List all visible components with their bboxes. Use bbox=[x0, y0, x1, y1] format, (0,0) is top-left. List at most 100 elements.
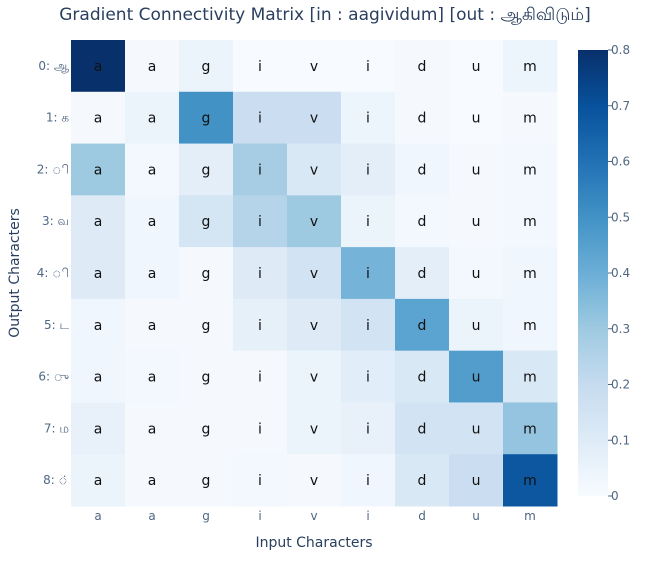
heatmap-cell bbox=[341, 247, 396, 300]
cell-label: a bbox=[148, 59, 157, 75]
cell-label: d bbox=[418, 162, 427, 178]
heatmap-cell bbox=[125, 40, 180, 93]
colorbar-tick-label: 0.3 bbox=[611, 322, 630, 336]
x-tick-label: d bbox=[418, 509, 426, 523]
cell-label: d bbox=[418, 473, 427, 489]
x-tick-label: a bbox=[148, 509, 155, 523]
cell-label: i bbox=[258, 214, 262, 230]
cell-label: a bbox=[148, 473, 157, 489]
cell-label: a bbox=[148, 421, 157, 437]
cell-label: v bbox=[310, 214, 318, 230]
heatmap-cell bbox=[449, 402, 504, 455]
heatmap-cell bbox=[341, 454, 396, 507]
cell-label: d bbox=[418, 266, 427, 282]
heatmap-cell bbox=[287, 195, 342, 248]
cell-label: d bbox=[418, 111, 427, 127]
heatmap-cell bbox=[287, 454, 342, 507]
heatmap-cell bbox=[503, 247, 558, 300]
heatmap-cell bbox=[449, 40, 504, 93]
heatmap-cell bbox=[503, 402, 558, 455]
cell-label: u bbox=[472, 214, 481, 230]
heatmap-cell bbox=[449, 143, 504, 196]
cell-label: i bbox=[258, 318, 262, 334]
cell-label: a bbox=[94, 473, 103, 489]
heatmap-cell bbox=[125, 91, 180, 145]
colorbar-tick-label: 0 bbox=[611, 489, 619, 503]
cell-label: d bbox=[418, 318, 427, 334]
heatmap-cell bbox=[233, 298, 288, 352]
heatmap-cell bbox=[287, 298, 342, 352]
heatmap-cell bbox=[449, 195, 504, 248]
cell-label: v bbox=[310, 370, 318, 386]
cell-label: a bbox=[94, 111, 103, 127]
x-axis-title: Input Characters bbox=[255, 535, 372, 551]
x-tick-label: g bbox=[202, 509, 210, 523]
cell-label: a bbox=[94, 318, 103, 334]
cell-label: d bbox=[418, 59, 427, 75]
cell-label: i bbox=[366, 318, 370, 334]
heatmap-cell bbox=[233, 247, 288, 300]
colorbar-tick-label: 0.6 bbox=[611, 155, 630, 169]
heatmap-cell bbox=[341, 402, 396, 455]
heatmap-cell bbox=[179, 350, 234, 403]
heatmap-cell bbox=[287, 143, 342, 196]
heatmap-cell bbox=[125, 454, 180, 507]
cell-label: m bbox=[523, 59, 537, 75]
cell-label: i bbox=[366, 59, 370, 75]
cell-label: i bbox=[258, 370, 262, 386]
x-tick-label: i bbox=[258, 509, 261, 523]
heatmap-cell bbox=[287, 402, 342, 455]
cell-label: i bbox=[366, 214, 370, 230]
x-tick-label: v bbox=[310, 509, 317, 523]
heatmap-cell bbox=[287, 91, 342, 145]
cell-label: m bbox=[523, 111, 537, 127]
y-tick-label: 5: ட bbox=[44, 318, 69, 332]
heatmap-cell bbox=[71, 195, 126, 248]
cell-label: d bbox=[418, 370, 427, 386]
heatmap-cell bbox=[71, 40, 126, 93]
heatmap-cell bbox=[71, 454, 126, 507]
cell-label: d bbox=[418, 421, 427, 437]
cell-label: g bbox=[202, 162, 211, 178]
cell-label: u bbox=[472, 318, 481, 334]
cell-label: i bbox=[258, 59, 262, 75]
y-tick-label: 7: ம bbox=[44, 421, 69, 435]
heatmap-cell bbox=[287, 247, 342, 300]
heatmap-cell bbox=[503, 143, 558, 196]
y-axis-title: Output Characters bbox=[7, 208, 23, 338]
cell-label: g bbox=[202, 59, 211, 75]
cell-label: m bbox=[523, 473, 537, 489]
heatmap-cell bbox=[395, 40, 450, 93]
cell-label: u bbox=[472, 370, 481, 386]
heatmap-cell bbox=[503, 298, 558, 352]
heatmap-cell bbox=[341, 298, 396, 352]
y-tick-label: 4: ி bbox=[37, 266, 69, 280]
cell-label: v bbox=[310, 266, 318, 282]
heatmap-cell bbox=[449, 247, 504, 300]
cell-label: m bbox=[523, 266, 537, 282]
colorbar-tick-label: 0.5 bbox=[611, 210, 630, 224]
colorbar-ticks: 0 0.1 0.2 0.3 0.4 0.5 0.6 0.7 0.8 bbox=[608, 43, 630, 503]
cell-label: a bbox=[94, 214, 103, 230]
heatmap-cell bbox=[71, 143, 126, 196]
y-axis-ticks: 0: ஆ 1: க 2: ி 3: வ 4: ி 5: ட 6: ு 7: ம 8: ் bbox=[37, 59, 70, 487]
colorbar-tick-label: 0.2 bbox=[611, 378, 630, 392]
heatmap-cell bbox=[71, 350, 126, 403]
cell-label: i bbox=[258, 111, 262, 127]
heatmap-cell bbox=[503, 454, 558, 507]
heatmap-cell bbox=[395, 195, 450, 248]
heatmap-cell bbox=[179, 40, 234, 93]
y-tick-label: 2: ி bbox=[37, 162, 69, 176]
cell-label: u bbox=[472, 162, 481, 178]
colorbar bbox=[578, 50, 608, 496]
y-tick-label: 1: க bbox=[46, 111, 69, 125]
heatmap-cell bbox=[395, 350, 450, 403]
heatmap-cell bbox=[233, 143, 288, 196]
heatmap-cell bbox=[71, 91, 126, 145]
cell-label: i bbox=[366, 421, 370, 437]
cell-label: a bbox=[148, 162, 157, 178]
heatmap-cell bbox=[341, 350, 396, 403]
cell-label: a bbox=[148, 266, 157, 282]
cell-label: g bbox=[202, 266, 211, 282]
